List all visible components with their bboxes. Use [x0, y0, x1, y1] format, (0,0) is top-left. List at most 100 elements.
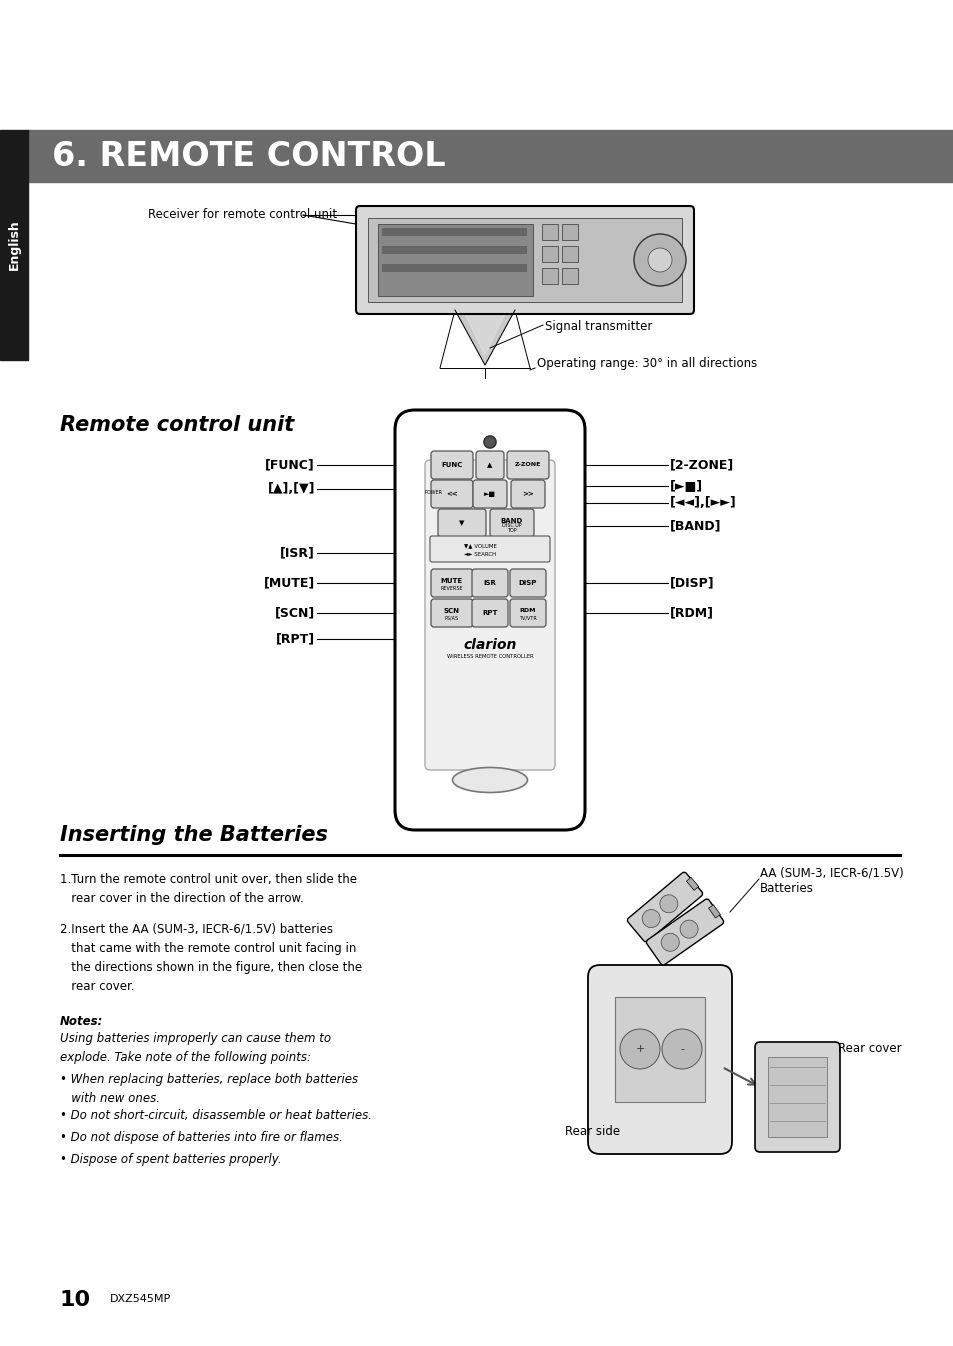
Bar	[381, 264, 526, 272]
Text: PS/AS: PS/AS	[444, 615, 458, 621]
Circle shape	[679, 921, 698, 938]
FancyBboxPatch shape	[472, 599, 507, 627]
Text: [◄◄],[►►]: [◄◄],[►►]	[669, 497, 736, 510]
FancyBboxPatch shape	[472, 569, 507, 598]
Text: [ISR]: [ISR]	[280, 546, 314, 560]
FancyBboxPatch shape	[645, 899, 723, 965]
Text: 6. REMOTE CONTROL: 6. REMOTE CONTROL	[52, 140, 445, 172]
Text: [FUNC]: [FUNC]	[265, 459, 314, 471]
Bar	[381, 227, 526, 236]
Text: RPT: RPT	[482, 610, 497, 616]
Bar	[541, 223, 558, 240]
Text: DISC UP
TOP: DISC UP TOP	[501, 522, 521, 533]
Text: Using batteries improperly can cause them to
explode. Take note of the following: Using batteries improperly can cause the…	[60, 1032, 331, 1063]
Bar	[541, 268, 558, 284]
Circle shape	[659, 895, 678, 913]
Text: • Do not short-circuit, disassemble or heat batteries.: • Do not short-circuit, disassemble or h…	[60, 1109, 372, 1123]
Text: 10: 10	[60, 1289, 91, 1310]
Text: Rear side: Rear side	[564, 1125, 619, 1137]
Ellipse shape	[452, 767, 527, 793]
FancyBboxPatch shape	[431, 481, 473, 507]
FancyBboxPatch shape	[437, 509, 485, 537]
Text: REVERSE: REVERSE	[440, 586, 463, 591]
Bar	[561, 268, 578, 284]
Text: ►■: ►■	[483, 491, 496, 497]
Text: RDM: RDM	[519, 608, 536, 614]
Bar	[0, 131, 28, 359]
Text: POWER: POWER	[424, 490, 442, 494]
Bar	[615, 997, 704, 1102]
Text: -: -	[679, 1044, 683, 1054]
Text: FUNC: FUNC	[441, 462, 462, 468]
Bar	[561, 223, 578, 240]
Text: MUTE: MUTE	[440, 577, 462, 584]
FancyBboxPatch shape	[510, 599, 545, 627]
Bar	[28, 131, 953, 182]
FancyBboxPatch shape	[511, 481, 544, 507]
FancyBboxPatch shape	[430, 536, 550, 563]
Text: ◄► SEARCH: ◄► SEARCH	[463, 552, 496, 557]
Circle shape	[641, 910, 659, 927]
Bar	[541, 246, 558, 262]
FancyBboxPatch shape	[431, 599, 473, 627]
Text: Rear cover: Rear cover	[837, 1042, 901, 1055]
Text: [BAND]: [BAND]	[669, 520, 720, 533]
Bar	[381, 246, 526, 254]
Text: Remote control unit: Remote control unit	[60, 415, 294, 435]
Text: >>: >>	[521, 491, 534, 497]
Text: Signal transmitter: Signal transmitter	[544, 320, 652, 332]
Text: SCN: SCN	[443, 608, 459, 614]
Text: [►■]: [►■]	[669, 479, 702, 493]
Text: [RPT]: [RPT]	[275, 633, 314, 646]
Text: 2.Insert the AA (SUM-3, IECR-6/1.5V) batteries
   that came with the remote cont: 2.Insert the AA (SUM-3, IECR-6/1.5V) bat…	[60, 923, 362, 993]
FancyBboxPatch shape	[424, 460, 555, 770]
Text: Receiver for remote control unit: Receiver for remote control unit	[148, 209, 336, 221]
FancyBboxPatch shape	[395, 411, 584, 830]
FancyBboxPatch shape	[355, 206, 693, 314]
Text: • Dispose of spent batteries properly.: • Dispose of spent batteries properly.	[60, 1154, 281, 1166]
FancyBboxPatch shape	[587, 965, 731, 1154]
Text: BAND: BAND	[500, 518, 522, 524]
Text: WIRELESS REMOTE CONTROLLER: WIRELESS REMOTE CONTROLLER	[446, 654, 533, 660]
Polygon shape	[462, 310, 506, 355]
Text: ▲: ▲	[487, 462, 492, 468]
Text: DISP: DISP	[518, 580, 537, 586]
Text: AA (SUM-3, IECR-6/1.5V)
Batteries: AA (SUM-3, IECR-6/1.5V) Batteries	[760, 867, 902, 895]
Bar	[377, 223, 533, 296]
Text: English: English	[8, 219, 20, 271]
Circle shape	[647, 248, 671, 272]
FancyBboxPatch shape	[506, 451, 548, 479]
Text: ▼▲ VOLUME: ▼▲ VOLUME	[463, 544, 496, 549]
Bar	[708, 905, 720, 918]
Text: [▲],[▼]: [▲],[▼]	[267, 482, 314, 495]
Circle shape	[661, 1028, 701, 1069]
FancyBboxPatch shape	[510, 569, 545, 598]
Text: clarion: clarion	[463, 638, 517, 651]
Text: DXZ545MP: DXZ545MP	[110, 1294, 172, 1304]
Text: TV/VTR: TV/VTR	[518, 615, 537, 621]
Bar	[561, 246, 578, 262]
Text: +: +	[635, 1044, 644, 1054]
Circle shape	[483, 436, 496, 448]
FancyBboxPatch shape	[473, 481, 506, 507]
Circle shape	[634, 234, 685, 285]
Circle shape	[660, 933, 679, 952]
Bar	[767, 1057, 826, 1137]
Text: [2-ZONE]: [2-ZONE]	[669, 459, 734, 471]
Text: ISR: ISR	[483, 580, 496, 586]
FancyBboxPatch shape	[431, 569, 473, 598]
Text: [SCN]: [SCN]	[274, 607, 314, 619]
Text: • When replacing batteries, replace both batteries
   with new ones.: • When replacing batteries, replace both…	[60, 1073, 357, 1105]
Text: Notes:: Notes:	[60, 1015, 103, 1028]
Bar	[368, 218, 681, 302]
FancyBboxPatch shape	[476, 451, 503, 479]
FancyBboxPatch shape	[490, 509, 534, 537]
Circle shape	[619, 1028, 659, 1069]
Text: Operating range: 30° in all directions: Operating range: 30° in all directions	[537, 357, 757, 370]
FancyBboxPatch shape	[431, 451, 473, 479]
Text: [RDM]: [RDM]	[669, 607, 713, 619]
Text: [MUTE]: [MUTE]	[263, 576, 314, 590]
Text: Z-ZONE: Z-ZONE	[515, 463, 540, 467]
Text: 1.Turn the remote control unit over, then slide the
   rear cover in the directi: 1.Turn the remote control unit over, the…	[60, 874, 356, 905]
Polygon shape	[455, 310, 515, 365]
